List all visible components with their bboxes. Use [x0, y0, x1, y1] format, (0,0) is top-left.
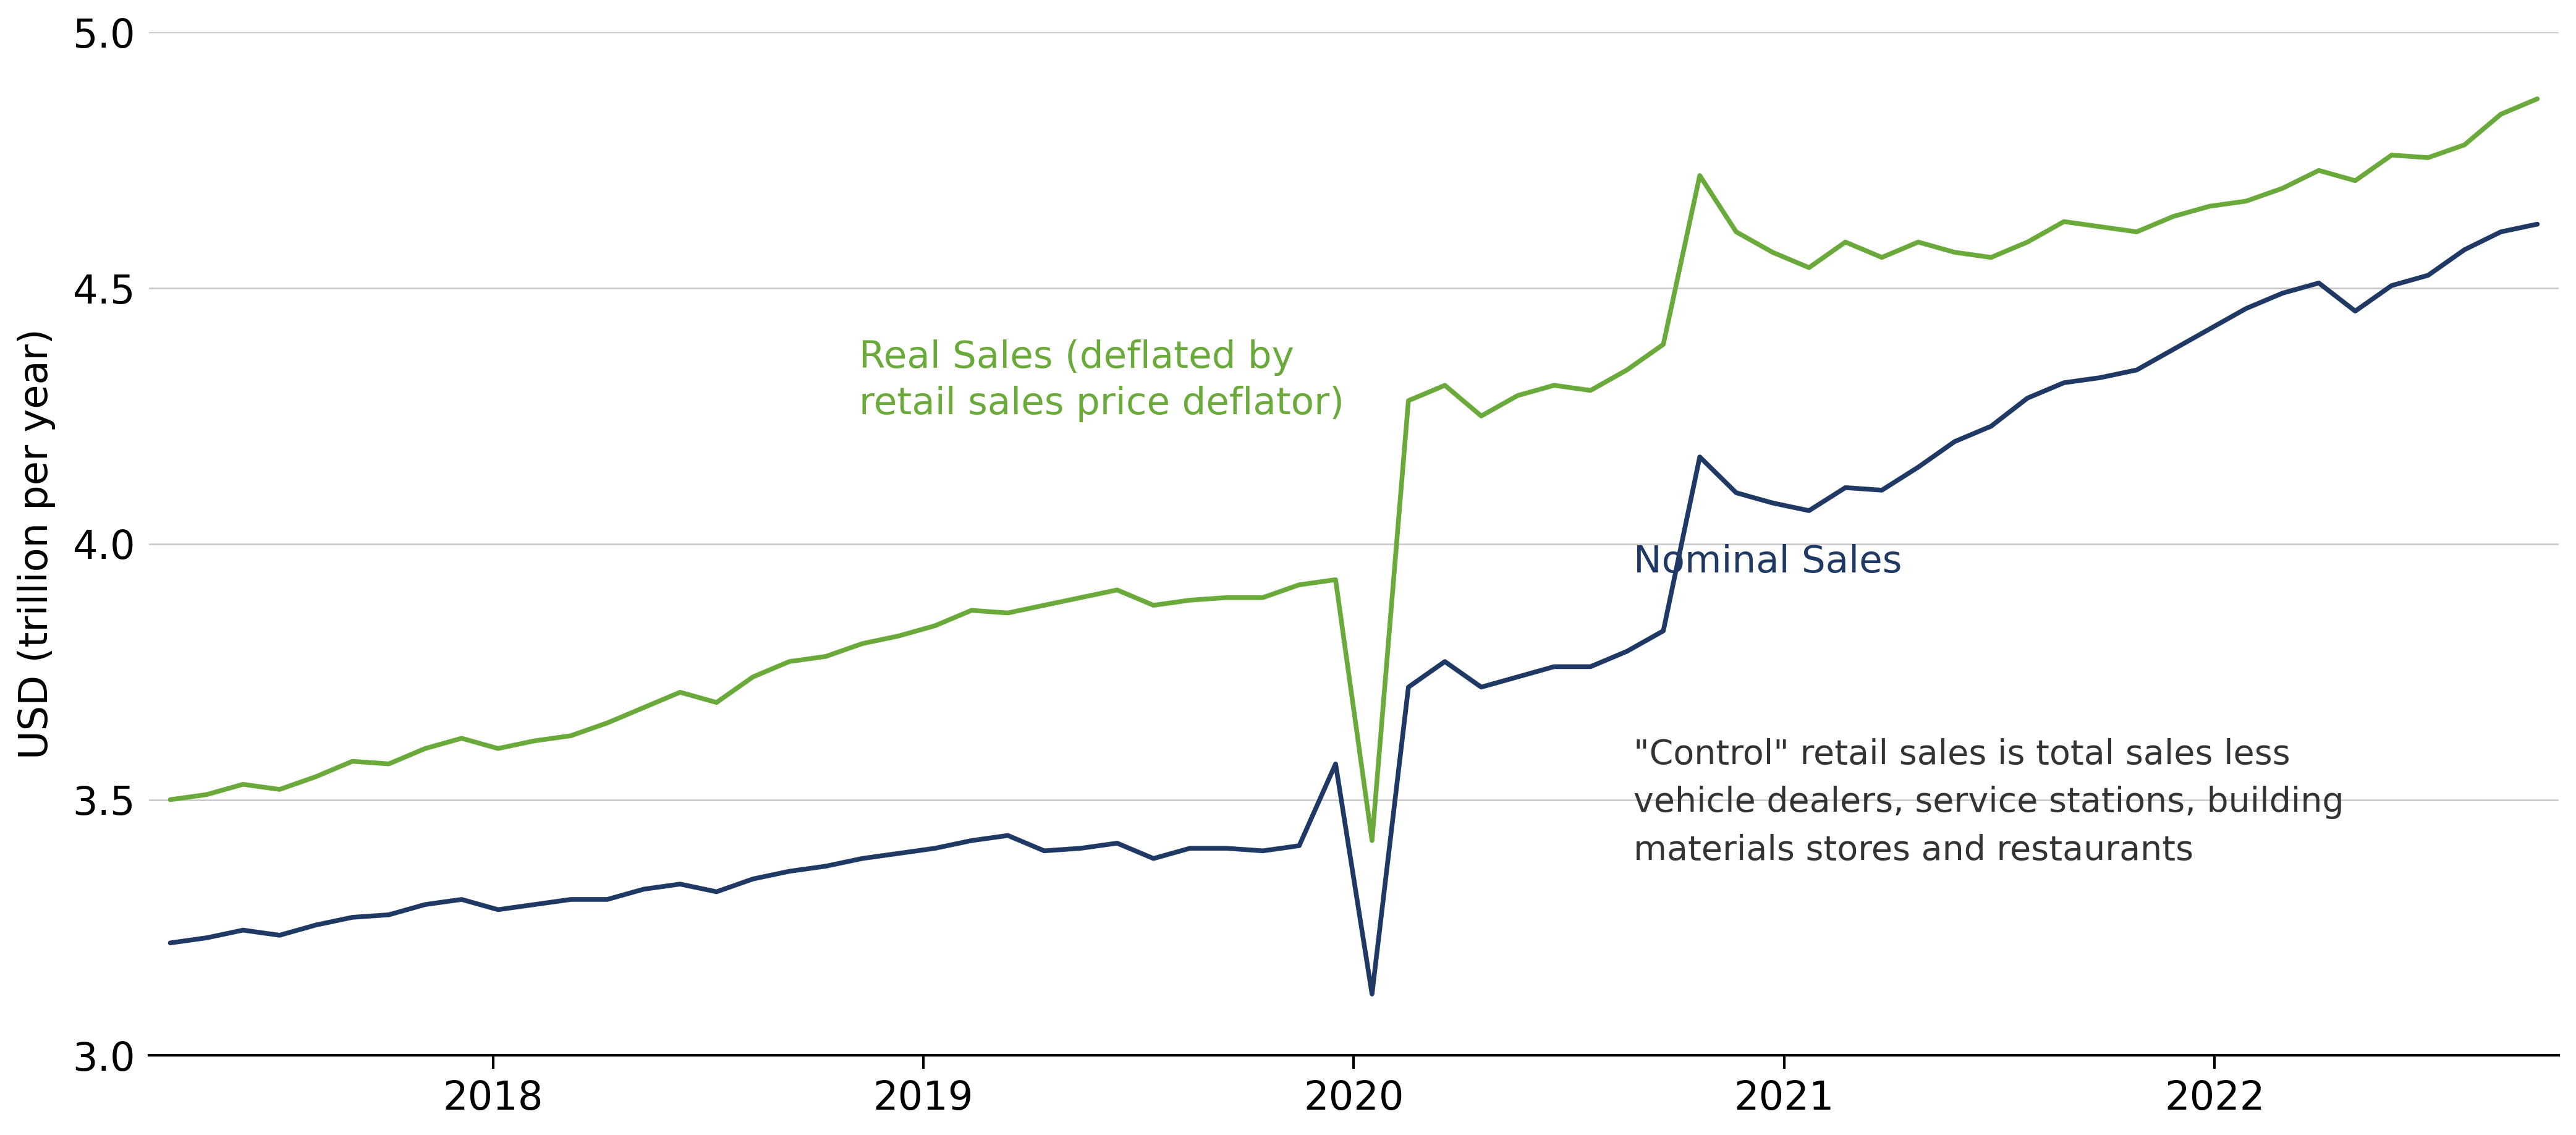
Text: "Control" retail sales is total sales less
vehicle dealers, service stations, bu: "Control" retail sales is total sales le… [1633, 738, 2344, 867]
Text: Nominal Sales: Nominal Sales [1633, 544, 1901, 580]
Y-axis label: USD (trillion per year): USD (trillion per year) [18, 328, 57, 759]
Text: Real Sales (deflated by
retail sales price deflator): Real Sales (deflated by retail sales pri… [858, 339, 1345, 422]
